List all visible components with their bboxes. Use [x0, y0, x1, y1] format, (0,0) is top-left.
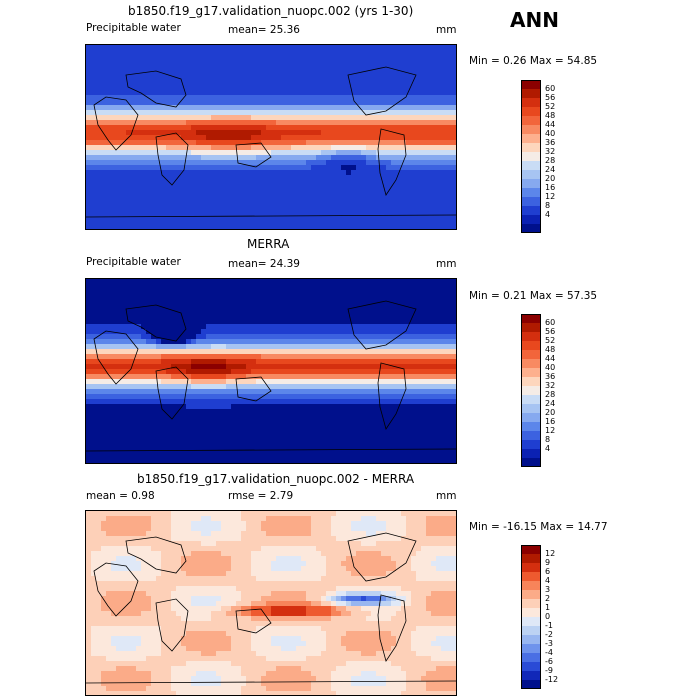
colorbar-tick-label: 40	[545, 129, 556, 138]
colorbar-tick-label: 12	[545, 192, 556, 201]
colorbar-tick-label: 8	[545, 201, 551, 210]
colorbar-tick-label: 9	[545, 558, 551, 567]
colorbar-tick-label: 40	[545, 363, 556, 372]
colorbar-frame	[521, 80, 541, 233]
colorbar-tick-label: -1	[545, 621, 553, 630]
colorbar-tick-label: 28	[545, 390, 556, 399]
panel2-mean-label: mean= 24.39	[228, 258, 300, 270]
colorbar-tick-label: 1	[545, 603, 551, 612]
colorbar-tick-label: 24	[545, 165, 556, 174]
panel1-map	[85, 44, 457, 230]
colorbar-tick-label: 36	[545, 138, 556, 147]
colorbar-tick-label: 24	[545, 399, 556, 408]
colorbar-tick-label: 44	[545, 354, 556, 363]
colorbar-tick-label: -9	[545, 666, 553, 675]
colorbar-tick-label: 16	[545, 417, 556, 426]
colorbar-frame	[521, 314, 541, 467]
colorbar-tick-label: 28	[545, 156, 556, 165]
colorbar-tick-label: 6	[545, 567, 551, 576]
colorbar-tick-label: 36	[545, 372, 556, 381]
colorbar-tick-label: 48	[545, 345, 556, 354]
panel3-mean-label: mean = 0.98	[86, 490, 155, 502]
colorbar-tick-label: 32	[545, 147, 556, 156]
panel1-map-svg	[86, 45, 456, 229]
panel2-units-label: mm	[436, 258, 457, 270]
colorbar-frame	[521, 545, 541, 689]
panel2-map	[85, 278, 457, 464]
colorbar-tick-label: 60	[545, 318, 556, 327]
panel2-title: MERRA	[247, 237, 290, 251]
colorbar-tick-label: 32	[545, 381, 556, 390]
panel1-variable-label: Precipitable water	[86, 22, 181, 34]
colorbar-tick-label: 8	[545, 435, 551, 444]
panel3-map-svg	[86, 511, 456, 695]
colorbar-tick-label: 12	[545, 549, 556, 558]
colorbar-tick-label: 52	[545, 102, 556, 111]
colorbar-tick-label: 2	[545, 594, 551, 603]
panel3-map	[85, 510, 457, 696]
colorbar-tick-label: 4	[545, 576, 551, 585]
colorbar-tick-label: -3	[545, 639, 553, 648]
panel3-units-label: mm	[436, 490, 457, 502]
colorbar-tick-label: 60	[545, 84, 556, 93]
panel2-minmax: Min = 0.21 Max = 57.35	[469, 290, 598, 302]
colorbar-tick-label: 20	[545, 408, 556, 417]
colorbar-tick-label: 52	[545, 336, 556, 345]
colorbar-tick-label: 0	[545, 612, 551, 621]
colorbar-tick-label: -2	[545, 630, 553, 639]
colorbar-tick-label: 3	[545, 585, 551, 594]
panel1-mean-label: mean= 25.36	[228, 24, 300, 36]
panel1-title: b1850.f19_g17.validation_nuopc.002 (yrs …	[128, 4, 414, 18]
colorbar-tick-label: 12	[545, 426, 556, 435]
colorbar-tick-label: 56	[545, 93, 556, 102]
colorbar-tick-label: -4	[545, 648, 553, 657]
colorbar-tick-label: -12	[545, 675, 559, 684]
panel2-variable-label: Precipitable water	[86, 256, 181, 268]
panel1-units-label: mm	[436, 24, 457, 36]
season-label: ANN	[510, 8, 559, 32]
panel3-rmse-label: rmse = 2.79	[228, 490, 294, 502]
colorbar-tick-label: 4	[545, 210, 551, 219]
panel3-title: b1850.f19_g17.validation_nuopc.002 - MER…	[137, 472, 415, 486]
colorbar-tick-label: 56	[545, 327, 556, 336]
colorbar-tick-label: 16	[545, 183, 556, 192]
colorbar-tick-label: 44	[545, 120, 556, 129]
colorbar-tick-label: 4	[545, 444, 551, 453]
colorbar-tick-label: 48	[545, 111, 556, 120]
colorbar-tick-label: -6	[545, 657, 553, 666]
colorbar-tick-label: 20	[545, 174, 556, 183]
panel1-minmax: Min = 0.26 Max = 54.85	[469, 55, 598, 67]
panel3-minmax: Min = -16.15 Max = 14.77	[469, 521, 608, 533]
panel2-map-svg	[86, 279, 456, 463]
